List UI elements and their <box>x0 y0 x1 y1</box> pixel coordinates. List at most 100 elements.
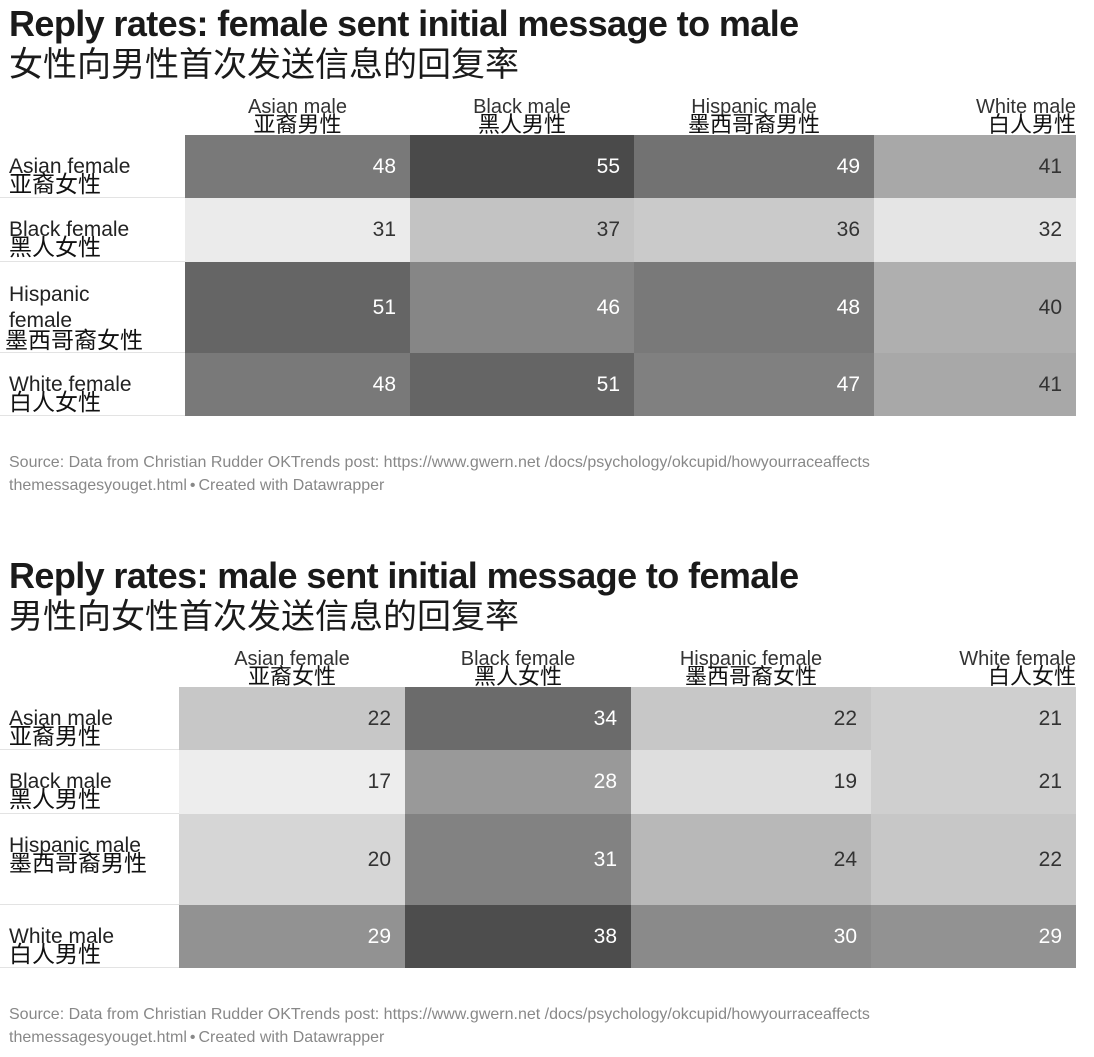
table-row: Asian male 亚裔男性 22 34 22 21 <box>0 687 1076 750</box>
row-label-en: Hispanic male <box>9 834 141 857</box>
column-header-en: White male <box>975 96 1076 118</box>
credit-text: Created with Datawrapper <box>198 477 385 494</box>
column-header-en: Black male <box>473 96 571 118</box>
heatmap-cell: 51 <box>185 262 410 353</box>
heatmap-cell: 38 <box>405 905 631 968</box>
row-label-zh: 白人男性 <box>9 942 101 968</box>
heatmap-cell: 34 <box>405 687 631 750</box>
row-label-zh: 亚裔女性 <box>9 172 101 198</box>
heatmap-cell: 48 <box>185 353 410 416</box>
row-label-zh: 墨西哥裔男性 <box>9 851 147 877</box>
column-header-zh: 亚裔男性 <box>253 113 342 138</box>
row-label: Asian male 亚裔男性 <box>9 687 184 750</box>
heatmap-cell: 30 <box>631 905 871 968</box>
column-header: Hispanic male 墨西哥裔男性 <box>634 96 874 138</box>
column-header-en: Asian male <box>248 96 347 118</box>
heatmap-cell: 47 <box>634 353 874 416</box>
heatmap-cell: 22 <box>871 814 1076 905</box>
column-header-zh: 白人女性 <box>987 665 1076 690</box>
column-header-zh: 黑人男性 <box>477 113 566 138</box>
table-row: Black female 黑人女性 31 37 36 32 <box>0 198 1076 262</box>
heatmap-cell: 51 <box>410 353 634 416</box>
heatmap-cell: 55 <box>410 135 634 198</box>
row-divider <box>0 352 185 353</box>
heatmap-cell: 17 <box>179 750 405 814</box>
source-text: Source: Data from Christian Rudder OKTre… <box>9 1006 870 1046</box>
column-header-zh: 黑人女性 <box>473 665 562 690</box>
heatmap-cell: 48 <box>634 262 874 353</box>
row-divider <box>0 813 185 814</box>
heatmap-cell: 31 <box>405 814 631 905</box>
column-header-en: Hispanic male <box>691 96 817 118</box>
row-label: Asian female 亚裔女性 <box>9 135 184 198</box>
credit-text: Created with Datawrapper <box>198 1029 385 1046</box>
row-label-en: Black female <box>9 218 130 241</box>
row-label-en: White male <box>9 925 115 948</box>
row-label: Hispanic male 墨西哥裔男性 <box>9 814 184 877</box>
heatmap-cell: 29 <box>871 905 1076 968</box>
heatmap-cell: 49 <box>634 135 874 198</box>
column-header: White female 白人女性 <box>871 648 1076 690</box>
heatmap-cell: 37 <box>410 198 634 262</box>
column-header: Asian female 亚裔女性 <box>179 648 405 690</box>
row-divider <box>0 415 185 416</box>
chart-subtitle: 男性向女性首次发送信息的回复率 <box>9 597 519 637</box>
heatmap-cell: 40 <box>874 262 1076 353</box>
row-label-en: White female <box>9 373 132 396</box>
heatmap-cell: 41 <box>874 353 1076 416</box>
row-label-zh: 黑人女性 <box>9 235 101 261</box>
table-row: White female 白人女性 48 51 47 41 <box>0 353 1076 416</box>
row-label: White female 白人女性 <box>9 353 184 416</box>
heatmap-cell: 24 <box>631 814 871 905</box>
row-label-en: Asian female <box>9 155 131 178</box>
column-header: Hispanic female 墨西哥裔女性 <box>631 648 871 690</box>
column-header-zh: 墨西哥裔男性 <box>687 113 820 138</box>
heatmap-cell: 21 <box>871 750 1076 814</box>
table-row: Hispanic female 墨西哥裔女性 51 46 48 40 <box>0 262 1076 353</box>
row-divider <box>0 261 185 262</box>
chart-title: Reply rates: female sent initial message… <box>9 3 799 44</box>
row-divider <box>0 904 185 905</box>
row-divider <box>0 749 185 750</box>
table-row: Hispanic male 墨西哥裔男性 20 31 24 22 <box>0 814 1076 905</box>
heatmap-cell: 31 <box>185 198 410 262</box>
row-label-zh: 墨西哥裔女性 <box>5 328 143 354</box>
row-label-en: Hispanic female <box>9 283 90 332</box>
column-header-en: Asian female <box>234 648 350 670</box>
row-label: White male 白人男性 <box>9 905 184 968</box>
column-header-en: White female <box>959 648 1076 670</box>
table-row: Black male 黑人男性 17 28 19 21 <box>0 750 1076 814</box>
table-row: Asian female 亚裔女性 48 55 49 41 <box>0 135 1076 198</box>
row-label: Hispanic female 墨西哥裔女性 <box>5 262 184 353</box>
heatmap-cell: 29 <box>179 905 405 968</box>
table-row: White male 白人男性 29 38 30 29 <box>0 905 1076 968</box>
heatmap-cell: 36 <box>634 198 874 262</box>
column-header-en: Black female <box>460 648 576 670</box>
chart-title: Reply rates: male sent initial message t… <box>9 555 799 596</box>
source-note: Source: Data from Christian Rudder OKTre… <box>9 454 870 494</box>
heatmap-cell: 20 <box>179 814 405 905</box>
row-divider <box>0 197 185 198</box>
column-header: Black female 黑人女性 <box>405 648 631 690</box>
row-label-en: Asian male <box>9 707 113 730</box>
column-header: Asian male 亚裔男性 <box>185 96 410 138</box>
column-header-en: Hispanic female <box>679 648 823 670</box>
row-label-zh: 亚裔男性 <box>9 724 101 750</box>
heatmap-cell: 19 <box>631 750 871 814</box>
source-text: Source: Data from Christian Rudder OKTre… <box>9 454 870 494</box>
column-header-zh: 白人男性 <box>987 113 1076 138</box>
row-divider <box>0 967 185 968</box>
heatmap-cell: 22 <box>631 687 871 750</box>
heatmap-cell: 32 <box>874 198 1076 262</box>
heatmap-cell: 41 <box>874 135 1076 198</box>
heatmap-cell: 28 <box>405 750 631 814</box>
heatmap-cell: 48 <box>185 135 410 198</box>
column-header: Black male 黑人男性 <box>410 96 634 138</box>
row-label-en: Black male <box>9 770 112 793</box>
row-label-zh: 白人女性 <box>9 390 101 416</box>
row-label: Black female 黑人女性 <box>9 198 184 261</box>
heatmap-cell: 21 <box>871 687 1076 750</box>
column-header-zh: 墨西哥裔女性 <box>684 665 817 690</box>
heatmap-cell: 46 <box>410 262 634 353</box>
chart-subtitle: 女性向男性首次发送信息的回复率 <box>9 45 519 85</box>
